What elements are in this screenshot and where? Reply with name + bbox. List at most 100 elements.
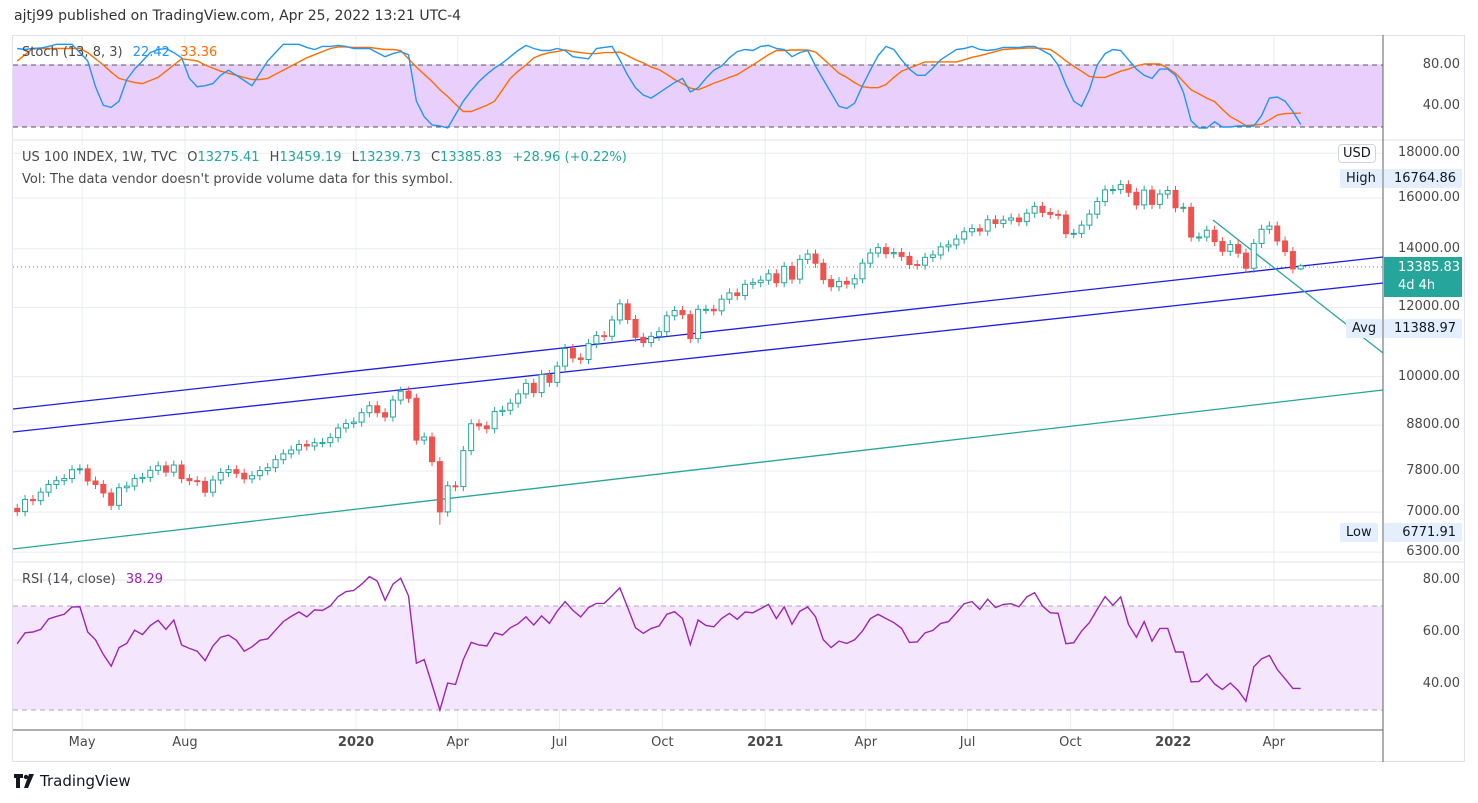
candle	[1062, 210, 1069, 239]
candle	[491, 407, 498, 434]
time-axis-label: 2022	[1155, 735, 1192, 750]
candle-body	[961, 231, 968, 240]
candle-body	[233, 469, 240, 474]
candle	[155, 461, 162, 475]
candle	[131, 474, 138, 491]
time-axis-label: May	[68, 735, 96, 750]
candle	[475, 419, 482, 431]
candle	[100, 479, 107, 498]
price-axis-label: 6300.00	[1406, 544, 1460, 560]
candle	[757, 275, 764, 288]
candle	[460, 446, 467, 492]
candle	[162, 461, 169, 477]
currency-button[interactable]: USD	[1338, 144, 1376, 163]
candle	[679, 306, 686, 320]
candle	[718, 294, 725, 316]
rsi-legend[interactable]: RSI (14, close) 38.29	[22, 572, 169, 587]
candle	[882, 243, 889, 259]
symbol-legend[interactable]: US 100 INDEX, 1W, TVC O13275.41 H13459.1…	[22, 150, 633, 165]
candle-body	[295, 443, 302, 451]
candle	[890, 248, 897, 259]
tradingview-logo[interactable]: TradingView	[14, 772, 131, 790]
candle	[108, 488, 115, 510]
candle-body	[1000, 219, 1007, 225]
candle	[976, 224, 983, 236]
candle-body	[710, 308, 717, 312]
candle-body	[217, 471, 224, 481]
avg-tag-label: Avg	[1346, 319, 1383, 338]
candle-body	[648, 335, 655, 344]
time-axis-label: Apr	[854, 735, 878, 750]
candle	[256, 466, 263, 481]
publish-info: ajtj99 published on TradingView.com, Apr…	[14, 8, 462, 24]
stoch-legend[interactable]: Stoch (13, 8, 3) 22.42 33.36	[22, 45, 223, 60]
candle	[1031, 201, 1038, 218]
candle	[69, 465, 76, 484]
rsi-axis-label: 80.00	[1422, 572, 1460, 587]
candle	[648, 331, 655, 348]
candle	[522, 378, 529, 399]
candle-body	[241, 472, 248, 480]
candle	[1117, 180, 1124, 195]
candle	[84, 464, 91, 486]
candle-body	[1242, 252, 1249, 269]
candle	[812, 249, 819, 268]
candle-body	[84, 468, 91, 482]
candle-body	[1266, 225, 1273, 230]
candle	[22, 495, 29, 517]
time-axis-label: Jul	[551, 735, 568, 750]
candle-body	[546, 373, 553, 383]
candle	[241, 468, 248, 484]
candle	[405, 386, 412, 403]
candle-body	[342, 423, 349, 429]
candle-body	[522, 382, 529, 395]
candle-body	[429, 436, 436, 463]
candle	[1125, 180, 1132, 197]
candle-body	[1282, 240, 1289, 253]
candle-body	[61, 478, 68, 482]
candle	[835, 276, 842, 292]
price-axis-label: 16000.00	[1397, 190, 1460, 205]
candle	[436, 457, 443, 525]
tradingview-logo-icon	[14, 774, 34, 788]
candle	[742, 279, 749, 301]
candle-body	[1297, 265, 1304, 270]
candle	[906, 251, 913, 270]
candle	[202, 476, 209, 497]
stoch-d-line	[16, 46, 1301, 127]
rsi-axis-label: 60.00	[1422, 624, 1460, 639]
candle	[1070, 228, 1077, 239]
candle-body	[1227, 244, 1234, 252]
candle	[1274, 221, 1281, 246]
candle-body	[327, 437, 334, 444]
candle	[1086, 209, 1093, 230]
candle	[1297, 263, 1304, 270]
candle	[170, 460, 177, 477]
candle	[1055, 209, 1062, 220]
candle-body	[1195, 236, 1202, 239]
candle	[1094, 197, 1101, 219]
candle-body	[1203, 229, 1210, 238]
candle-body	[616, 303, 623, 321]
candle	[632, 314, 639, 342]
candle	[115, 483, 122, 510]
candle-body	[14, 507, 21, 513]
candle	[577, 353, 584, 365]
candle	[914, 259, 921, 270]
candle-body	[749, 282, 756, 285]
candle-body	[875, 247, 882, 254]
stoch-axis-label: 40.00	[1422, 98, 1460, 113]
candle-body	[828, 279, 835, 288]
candle-body	[115, 487, 122, 506]
candle-body	[882, 247, 889, 255]
candle	[945, 240, 952, 252]
candle-body	[1047, 211, 1054, 215]
candle	[366, 401, 373, 418]
candle-body	[765, 273, 772, 281]
candle	[342, 419, 349, 433]
candle	[726, 288, 733, 304]
candle	[468, 419, 475, 456]
candle-body	[335, 427, 342, 439]
candle-body	[421, 436, 428, 441]
